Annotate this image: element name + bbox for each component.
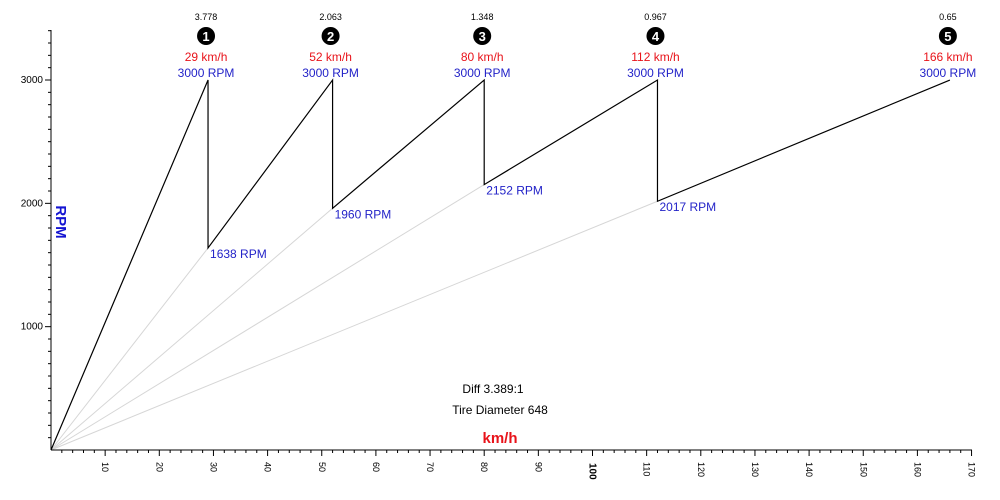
gear-5-number: 5 [944,29,951,44]
gear-labels: 3.778 1 29 km/h 3000 RPM 1638 RPM 2.063 2 52 km… [178,12,977,261]
gear-1-ratio: 3.778 [195,12,218,22]
x-tick-label: 30 [208,462,218,472]
y-axis-ticks: 1000 2000 3000 [21,30,51,439]
rpm-line [50,78,951,451]
gear-4-number: 4 [652,29,660,44]
gear-1-number: 1 [202,29,209,44]
gear-2-number: 2 [327,29,334,44]
gear-3-badge [473,27,492,45]
y-tick-label: 1000 [21,322,44,333]
x-axis-title: km/h [482,430,517,447]
gear-5-ratio: 0.65 [939,12,957,22]
gear-1-shift-speed: 29 km/h [185,50,228,64]
gear-2-shift-speed: 52 km/h [309,50,352,64]
x-axis-ticks: 10 20 30 40 50 60 70 80 90 100 110 120 130 140 150 160 1… [61,450,977,480]
gear-3-guide-line [50,207,333,451]
x-tick-label: 120 [696,462,706,477]
gear-2-shift-rpm: 3000 RPM [302,66,359,80]
gear-4-badge [646,27,665,45]
y-tick-label: 2000 [21,198,44,209]
x-tick-label: 20 [154,462,164,472]
gear-2-drop-rpm: 1960 RPM [335,207,392,221]
gear-1-badge [197,27,216,45]
gear-5-shift-speed: 166 km/h [923,50,972,64]
gear-5-badge [938,27,957,45]
x-tick-label: 40 [263,462,273,472]
gear-3-drop-rpm: 2152 RPM [486,184,543,198]
gear-5-shift-rpm: 3000 RPM [920,66,977,80]
x-tick-label: 90 [533,462,543,472]
annotation-diff: Diff 3.389:1 [462,382,523,396]
x-tick-label: 10 [100,462,110,472]
gear-4-drop-rpm: 2017 RPM [659,200,716,214]
gear-2-guide-line [50,247,209,451]
x-tick-label: 60 [371,462,381,472]
x-tick-label: 160 [912,462,922,477]
gear-3-number: 3 [479,29,486,44]
gear-1-drop-rpm: 1638 RPM [210,247,267,261]
annotation-tire-diameter: Tire Diameter 648 [452,403,548,417]
y-tick-label: 3000 [21,75,44,86]
gear-2-ratio: 2.063 [319,12,342,22]
x-tick-label: 50 [317,462,327,472]
gear-guide-lines [50,184,658,451]
x-tick-label: 140 [804,462,814,477]
gear-3-shift-speed: 80 km/h [461,50,504,64]
gear-2-badge [321,27,340,45]
x-tick-label: 100 [587,463,598,480]
x-tick-label: 70 [425,462,435,472]
y-axis-title: RPM [52,205,69,238]
x-tick-label: 80 [479,462,489,472]
gear-5-guide-line [50,200,658,451]
x-tick-label: 150 [858,462,868,477]
x-tick-label: 110 [642,462,652,476]
gear-4-guide-line [50,184,485,451]
gear-3-shift-rpm: 3000 RPM [454,66,511,80]
x-tick-label: 130 [750,462,760,477]
rpm-sawtooth-series [50,78,951,451]
x-tick-label: 170 [967,462,977,477]
gear-4-shift-rpm: 3000 RPM [627,66,684,80]
gear-1-shift-rpm: 3000 RPM [178,66,235,80]
gear-4-ratio: 0.967 [644,12,667,22]
gear-3-ratio: 1.348 [471,12,494,22]
gear-4-shift-speed: 112 km/h [631,50,679,64]
